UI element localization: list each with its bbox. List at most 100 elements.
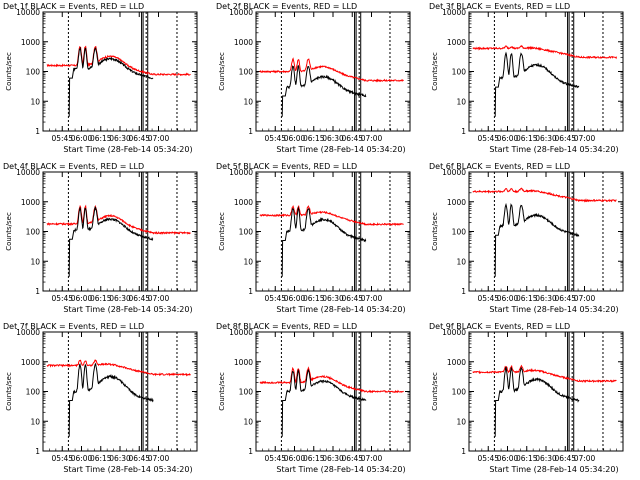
lld-series-line bbox=[259, 366, 404, 394]
x-axis-label: Start Time (28-Feb-14 05:34:20) bbox=[276, 145, 405, 154]
x-axis-label: Start Time (28-Feb-14 05:34:20) bbox=[489, 145, 618, 154]
y-tick-label: 10 bbox=[456, 257, 466, 266]
x-axis-label: Start Time (28-Feb-14 05:34:20) bbox=[489, 465, 618, 474]
y-tick-label: 100 bbox=[452, 68, 467, 77]
y-axis-label: Counts/sec bbox=[218, 212, 226, 251]
detector-chart-5: Det 5f BLACK = Events, RED = LLD Counts/s… bbox=[216, 162, 411, 314]
y-tick-label: 100 bbox=[239, 228, 254, 237]
y-tick-label: 1 bbox=[461, 287, 466, 296]
x-tick-label: 06:45 bbox=[341, 454, 363, 463]
detector-chart-9: Det 9f BLACK = Events, RED = LLD Counts/s… bbox=[429, 322, 624, 474]
y-tick-label: 1 bbox=[461, 127, 466, 136]
detector-chart-7: Det 7f BLACK = Events, RED = LLD Counts/s… bbox=[3, 322, 198, 474]
x-tick-label: 06:00 bbox=[284, 454, 306, 463]
y-tick-label: 100 bbox=[452, 228, 467, 237]
y-tick-label: 1000 bbox=[234, 38, 253, 47]
detector-panel-1: Det 1f BLACK = Events, RED = LLD Counts/s… bbox=[0, 0, 213, 160]
y-tick-label: 100 bbox=[26, 388, 41, 397]
x-tick-label: 06:30 bbox=[322, 294, 344, 303]
x-tick-label: 06:30 bbox=[535, 134, 557, 143]
y-axis-label: Counts/sec bbox=[431, 212, 439, 251]
x-axis-label: Start Time (28-Feb-14 05:34:20) bbox=[63, 305, 192, 314]
x-tick-label: 06:15 bbox=[303, 454, 325, 463]
y-axis-label: Counts/sec bbox=[5, 52, 13, 91]
x-tick-label: 06:00 bbox=[71, 134, 93, 143]
x-tick-label: 06:30 bbox=[109, 134, 131, 143]
plot-frame bbox=[42, 171, 198, 292]
y-tick-label: 1000 bbox=[447, 198, 466, 207]
x-tick-label: 07:00 bbox=[574, 134, 596, 143]
chart-title: Det 9f BLACK = Events, RED = LLD bbox=[429, 322, 570, 331]
lld-series-line bbox=[46, 204, 191, 236]
y-tick-label: 1 bbox=[35, 127, 40, 136]
detector-chart-2: Det 2f BLACK = Events, RED = LLD Counts/s… bbox=[216, 2, 411, 154]
detector-chart-3: Det 3f BLACK = Events, RED = LLD Counts/s… bbox=[429, 2, 624, 154]
x-tick-label: 07:00 bbox=[361, 134, 383, 143]
plot-frame bbox=[255, 171, 411, 292]
x-tick-label: 06:00 bbox=[284, 134, 306, 143]
y-tick-label: 1000 bbox=[21, 38, 40, 47]
x-tick-label: 06:00 bbox=[497, 134, 519, 143]
x-tick-label: 05:45 bbox=[264, 134, 286, 143]
x-tick-label: 06:15 bbox=[90, 454, 112, 463]
y-tick-label: 10 bbox=[243, 417, 253, 426]
x-tick-label: 05:45 bbox=[264, 454, 286, 463]
events-series-line bbox=[68, 46, 154, 117]
y-tick-label: 10 bbox=[243, 97, 253, 106]
x-tick-label: 06:45 bbox=[341, 294, 363, 303]
y-tick-label: 100 bbox=[239, 68, 254, 77]
y-tick-label: 1 bbox=[35, 287, 40, 296]
y-tick-label: 10000 bbox=[229, 328, 253, 337]
y-tick-label: 10 bbox=[456, 97, 466, 106]
y-tick-label: 1000 bbox=[234, 198, 253, 207]
y-axis-label: Counts/sec bbox=[5, 212, 13, 251]
chart-title: Det 4f BLACK = Events, RED = LLD bbox=[3, 162, 144, 171]
x-tick-label: 06:15 bbox=[90, 134, 112, 143]
events-series-line bbox=[281, 64, 367, 117]
x-axis-label: Start Time (28-Feb-14 05:34:20) bbox=[276, 305, 405, 314]
chart-title: Det 2f BLACK = Events, RED = LLD bbox=[216, 2, 357, 11]
chart-title: Det 1f BLACK = Events, RED = LLD bbox=[3, 2, 144, 11]
x-tick-label: 06:45 bbox=[128, 454, 150, 463]
x-tick-label: 07:00 bbox=[574, 294, 596, 303]
y-axis-label: Counts/sec bbox=[431, 52, 439, 91]
y-tick-label: 1 bbox=[461, 447, 466, 456]
y-tick-label: 10 bbox=[456, 417, 466, 426]
y-tick-label: 100 bbox=[452, 388, 467, 397]
y-tick-label: 1000 bbox=[447, 358, 466, 367]
x-tick-label: 05:45 bbox=[51, 294, 73, 303]
detector-chart-6: Det 6f BLACK = Events, RED = LLD Counts/s… bbox=[429, 162, 624, 314]
x-tick-label: 07:00 bbox=[148, 134, 170, 143]
x-axis-label: Start Time (28-Feb-14 05:34:20) bbox=[276, 465, 405, 474]
x-tick-label: 05:45 bbox=[477, 294, 499, 303]
x-tick-label: 06:30 bbox=[322, 454, 344, 463]
plot-frame bbox=[468, 331, 624, 452]
events-series-line bbox=[68, 206, 154, 277]
x-tick-label: 07:00 bbox=[148, 294, 170, 303]
detector-chart-8: Det 8f BLACK = Events, RED = LLD Counts/s… bbox=[216, 322, 411, 474]
plot-frame bbox=[42, 11, 198, 132]
x-tick-label: 06:30 bbox=[109, 294, 131, 303]
y-axis-label: Counts/sec bbox=[218, 372, 226, 411]
x-tick-label: 06:00 bbox=[497, 294, 519, 303]
y-tick-label: 10 bbox=[30, 257, 40, 266]
y-tick-label: 10000 bbox=[442, 8, 466, 17]
x-tick-label: 05:45 bbox=[477, 134, 499, 143]
y-tick-label: 1000 bbox=[447, 38, 466, 47]
y-tick-label: 10000 bbox=[442, 328, 466, 337]
y-tick-label: 1000 bbox=[21, 358, 40, 367]
y-axis-label: Counts/sec bbox=[218, 52, 226, 91]
plot-frame bbox=[42, 331, 198, 452]
y-axis-label: Counts/sec bbox=[431, 372, 439, 411]
detector-panel-7: Det 7f BLACK = Events, RED = LLD Counts/s… bbox=[0, 320, 213, 480]
x-tick-label: 06:15 bbox=[303, 294, 325, 303]
events-series-line bbox=[68, 362, 154, 437]
y-tick-label: 1 bbox=[35, 447, 40, 456]
lld-series-line bbox=[472, 187, 617, 203]
y-tick-label: 10000 bbox=[16, 168, 40, 177]
x-tick-label: 06:15 bbox=[516, 454, 538, 463]
x-tick-label: 06:30 bbox=[322, 134, 344, 143]
events-series-line bbox=[281, 369, 367, 437]
x-tick-label: 06:45 bbox=[341, 134, 363, 143]
detector-panel-2: Det 2f BLACK = Events, RED = LLD Counts/s… bbox=[213, 0, 426, 160]
